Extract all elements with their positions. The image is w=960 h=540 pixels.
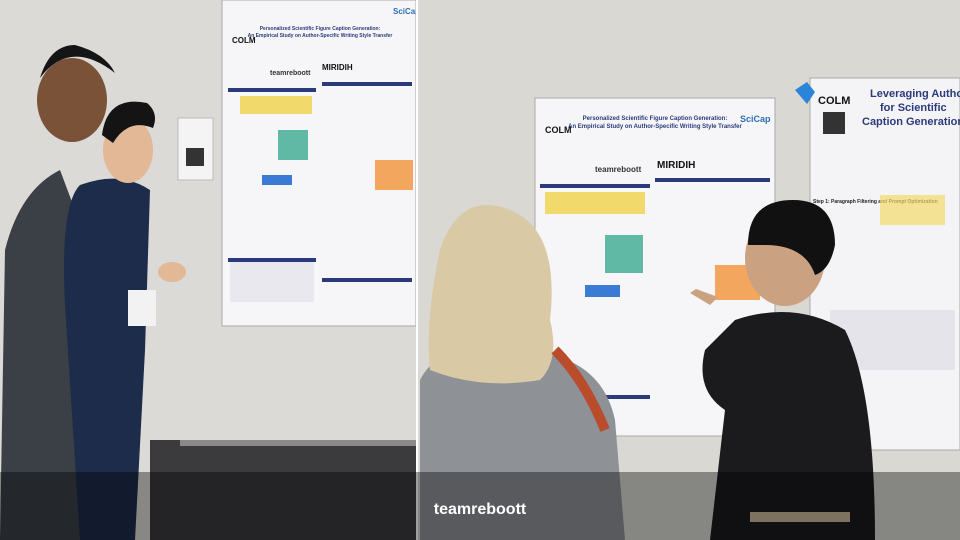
logo: SciCap	[740, 114, 771, 124]
logo: COLM	[545, 125, 572, 135]
poster-title: Personalized Scientific Figure Caption G…	[583, 116, 728, 122]
section-heading: Step 1: Paragraph Filtering and Prompt O…	[813, 199, 938, 205]
poster-title: An Empirical Study on Author-Specific Wr…	[568, 124, 742, 130]
poster-title: An Empirical Study on Author-Specific Wr…	[248, 33, 393, 39]
logo: COLM	[232, 36, 256, 45]
footer-logo: teamreboott	[434, 501, 527, 518]
logo: teamreboott	[595, 165, 642, 174]
logo: SciCap	[393, 7, 420, 16]
logo: COLM	[818, 95, 850, 107]
poster-title: Personalized Scientific Figure Caption G…	[260, 26, 381, 32]
logo: teamreboott	[270, 70, 311, 77]
logo: MIRIDIH	[322, 63, 353, 72]
left-photo: COLM SciCap Personalized Scientific Figu…	[0, 0, 420, 540]
poster-title: Leveraging Author	[870, 88, 960, 100]
footer-strip	[0, 472, 960, 540]
poster-title: for Scientific	[880, 102, 947, 114]
right-photo: COLM SciCap Personalized Scientific Figu…	[418, 0, 960, 540]
logo: MIRIDIH	[657, 160, 695, 171]
poster-title: Caption Generation: 3	[862, 116, 960, 128]
